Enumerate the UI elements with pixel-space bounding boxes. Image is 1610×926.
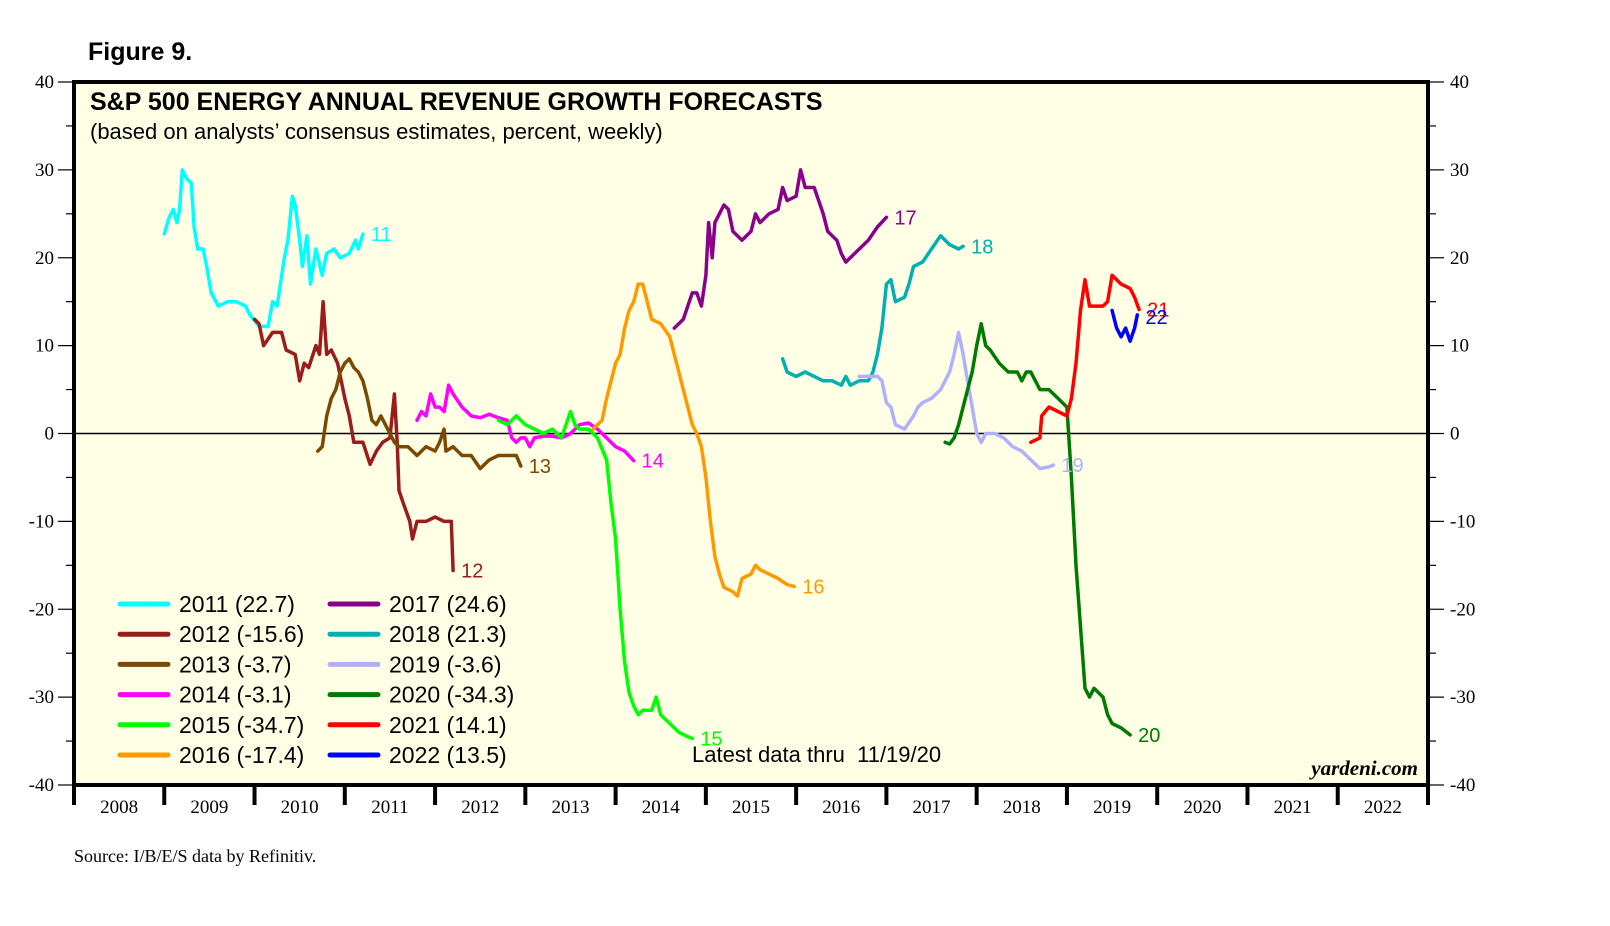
y-tick-label-left: -30 [29,687,54,708]
series-line-2011 [162,168,365,329]
x-tick-label: 2012 [461,797,499,818]
x-tick-label: 2021 [1274,797,1312,818]
y-tick-label-left: -10 [29,511,54,532]
y-tick-label-left: 30 [35,160,54,181]
legend-label-2013: 2013 (-3.7) [179,651,292,677]
series-line-2014 [415,383,636,463]
source-note: Source: I/B/E/S data by Refinitiv. [74,846,317,866]
y-tick-label-right: 30 [1450,160,1469,181]
series-line-2015 [496,409,695,741]
y-tick-label-left: -20 [29,599,54,620]
legend-label-2020: 2020 (-34.3) [389,682,514,708]
x-axis: 2008 2009 2010 2011 2012 2013 2014 2015 2016 2017… [72,785,1430,818]
series-line-2016 [591,282,797,598]
y-tick-label-left: 10 [35,336,54,357]
figure-label: Figure 9. [88,38,193,66]
brand-label: yardeni.com [1308,756,1418,780]
legend-label-2011: 2011 (22.7) [179,591,295,617]
end-label-2019: 19 [1061,455,1083,477]
x-tick-label: 2014 [642,797,681,818]
x-tick-label: 2022 [1364,797,1402,818]
x-tick-label: 2020 [1183,797,1221,818]
x-tick-label: 2013 [551,797,589,818]
legend-label-2018: 2018 (21.3) [389,621,507,647]
x-tick-label: 2011 [371,797,408,818]
y-tick-label-right: 10 [1450,336,1469,357]
x-tick-label: 2019 [1093,797,1131,818]
x-tick-label: 2010 [281,797,319,818]
legend-label-2022: 2022 (13.5) [389,742,507,768]
legend-label-2012: 2012 (-15.6) [179,621,304,647]
y-tick-label-right: -20 [1450,599,1475,620]
x-tick-label: 2016 [822,797,860,818]
legend-label-2016: 2016 (-17.4) [179,742,304,768]
legend-label-2014: 2014 (-3.1) [179,682,292,708]
end-label-2013: 13 [529,456,551,478]
y-tick-label-right: 0 [1450,424,1460,445]
end-label-2022: 22 [1145,307,1167,329]
legend-label-2019: 2019 (-3.6) [389,651,502,677]
end-label-2021: 21 [1147,300,1169,322]
y-tick-label-left: 40 [35,72,54,93]
plot-frame [72,80,1430,787]
y-tick-label-left: -40 [29,775,54,796]
series-line-2012 [252,299,455,573]
series-line-2019 [857,330,1056,471]
x-tick-label: 2018 [1003,797,1041,818]
end-label-2012: 12 [461,561,483,583]
end-label-2015: 15 [700,728,722,750]
x-tick-label: 2008 [100,797,138,818]
chart-subtitle: (based on analysts’ consensus estimates,… [90,119,663,144]
end-label-2011: 11 [371,224,392,246]
y-tick-label-right: 20 [1450,248,1469,269]
series-layer [162,168,1141,741]
series-line-2017 [672,168,889,330]
y-tick-label-right: -40 [1450,775,1475,796]
x-tick-label: 2015 [732,797,770,818]
series-line-2018 [780,234,965,387]
series-line-2013 [315,357,523,471]
y-tick-label-right: -10 [1450,511,1475,532]
y-axis-right: 40 30 20 10 0 -10 -20 -30 -40 [1428,72,1475,796]
x-tick-label: 2009 [190,797,228,818]
legend: 2011 (22.7) 2012 (-15.6) 2013 (-3.7) 2014 (… [117,591,514,768]
end-label-2014: 14 [642,451,664,473]
series-line-2022 [1110,308,1140,343]
legend-label-2017: 2017 (24.6) [389,591,507,617]
chart-title: S&P 500 ENERGY ANNUAL REVENUE GROWTH FOR… [90,88,823,116]
end-label-2017: 17 [894,207,916,229]
series-line-2020 [943,321,1132,737]
legend-label-2021: 2021 (14.1) [389,712,507,738]
y-tick-label-right: 40 [1450,72,1469,93]
y-tick-label-left: 0 [45,424,55,445]
end-label-2016: 16 [802,576,824,598]
end-label-2018: 18 [971,236,993,258]
latest-data-note: Latest data thru 11/19/20 [692,742,941,767]
series-line-2021 [1029,273,1141,445]
x-tick-label: 2017 [913,797,951,818]
y-tick-label-left: 20 [35,248,54,269]
legend-label-2015: 2015 (-34.7) [179,712,304,738]
y-tick-label-right: -30 [1450,687,1475,708]
y-axis-left: 40 30 20 10 0 -10 -20 -30 -40 [29,72,74,796]
end-label-2020: 20 [1138,725,1160,747]
